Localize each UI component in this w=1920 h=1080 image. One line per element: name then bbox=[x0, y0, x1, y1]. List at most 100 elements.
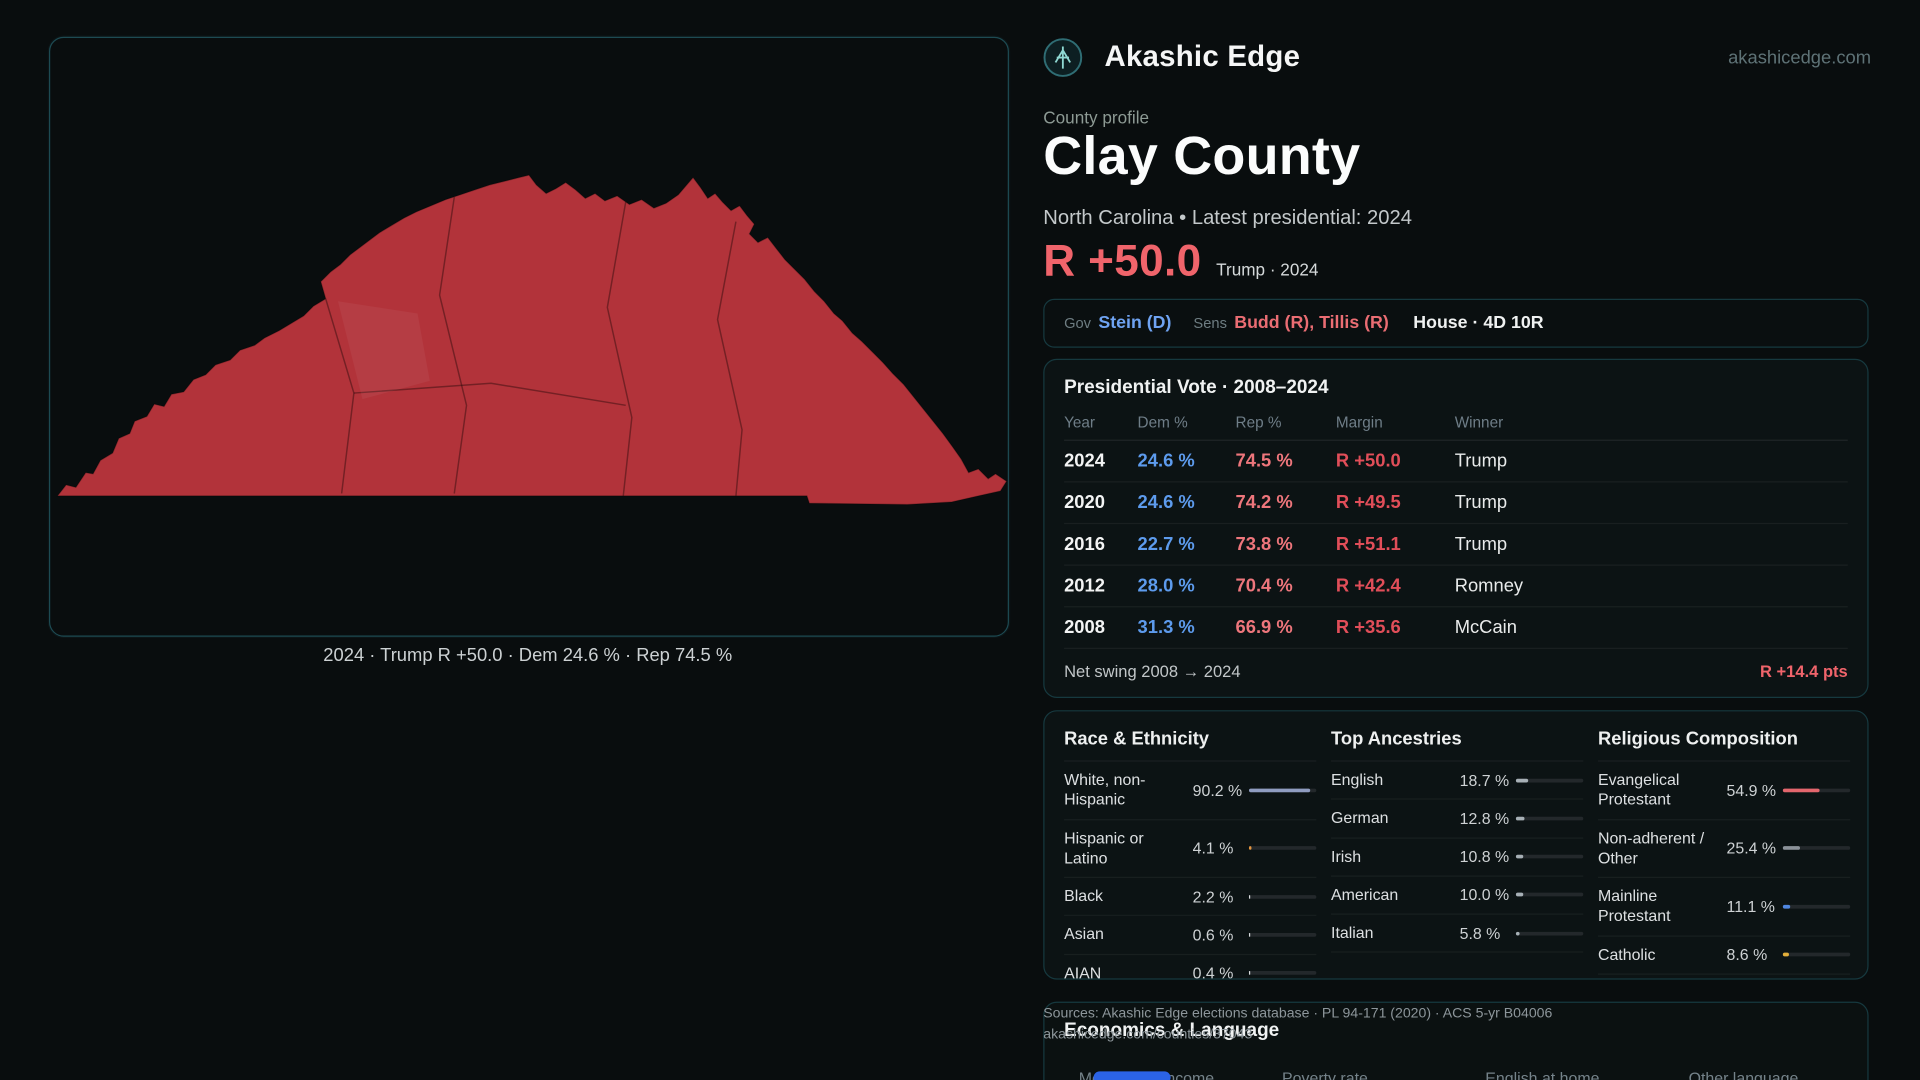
cell-year: 2020 bbox=[1064, 492, 1105, 514]
stat-value: 4.1 % bbox=[1192, 839, 1234, 858]
presidential-title: Presidential Vote · 2008–2024 bbox=[1064, 377, 1329, 398]
county-map-panel bbox=[48, 36, 1009, 637]
stat-value: 25.4 % bbox=[1726, 839, 1777, 858]
cell-dem: 24.6 % bbox=[1137, 492, 1195, 514]
county-map[interactable] bbox=[50, 38, 1008, 636]
col-dem: Dem % bbox=[1137, 413, 1188, 432]
stat-row: White, non-Hispanic 90.2 % bbox=[1064, 762, 1317, 820]
county-subtitle: North Carolina • Latest presidential: 20… bbox=[1043, 206, 1412, 229]
table-row: 2008 31.3 % 66.9 % R +35.6 McCain bbox=[1064, 607, 1848, 649]
stat-row: Italian 5.8 % bbox=[1331, 915, 1584, 953]
col-english-home: English at home bbox=[1485, 1068, 1600, 1080]
cell-rep: 74.2 % bbox=[1235, 492, 1293, 514]
stat-value: 18.7 % bbox=[1459, 770, 1510, 790]
stat-row: American 10.0 % bbox=[1331, 876, 1584, 915]
stat-label: American bbox=[1331, 885, 1399, 904]
margin-note: Trump · 2024 bbox=[1216, 259, 1319, 280]
stat-label: German bbox=[1331, 808, 1389, 827]
stat-bar bbox=[1782, 904, 1851, 909]
stat-label: Non-adherent / Other bbox=[1597, 828, 1705, 867]
county-shape bbox=[56, 174, 1008, 506]
stat-row: Black 2.2 % bbox=[1064, 878, 1317, 917]
stat-bar bbox=[1248, 971, 1317, 975]
cell-winner: McCain bbox=[1454, 617, 1517, 638]
stat-bar bbox=[1515, 893, 1584, 897]
stat-bar bbox=[1515, 931, 1584, 936]
col-margin: Margin bbox=[1335, 413, 1383, 432]
cell-dem: 31.3 % bbox=[1137, 617, 1195, 638]
sens-label: Sens bbox=[1193, 314, 1227, 332]
stat-label: Catholic bbox=[1597, 944, 1656, 964]
stat-value: 2.2 % bbox=[1192, 887, 1234, 906]
stat-bar bbox=[1515, 778, 1584, 782]
stat-row: German 12.8 % bbox=[1331, 800, 1584, 839]
stat-bar bbox=[1248, 894, 1317, 899]
table-row: 2024 24.6 % 74.5 % R +50.0 Trump bbox=[1064, 441, 1848, 483]
stat-row: Non-adherent / Other 25.4 % bbox=[1597, 820, 1851, 878]
cell-year: 2012 bbox=[1064, 575, 1105, 597]
stat-value: 12.8 % bbox=[1459, 809, 1510, 828]
profile-column: Akashic Edge akashicedge.com County prof… bbox=[1043, 0, 1871, 1080]
ancestry-column: Top Ancestries English 18.7 % German 12.… bbox=[1331, 729, 1584, 979]
economics-header: Median HH income Poverty rate English at… bbox=[1064, 1069, 1848, 1080]
race-title: Race & Ethnicity bbox=[1064, 729, 1317, 762]
table-row: 2012 28.0 % 70.4 % R +42.4 Romney bbox=[1064, 566, 1848, 608]
precinct-lines bbox=[325, 197, 743, 496]
map-caption: 2024 · Trump R +50.0 · Dem 24.6 % · Rep … bbox=[323, 645, 733, 667]
stat-row: Hispanic or Latino 4.1 % bbox=[1064, 820, 1317, 878]
stat-bar bbox=[1782, 952, 1851, 957]
stat-label: Asian bbox=[1064, 924, 1104, 944]
cell-winner: Trump bbox=[1454, 492, 1508, 514]
cell-rep: 74.5 % bbox=[1235, 450, 1293, 472]
stat-label: Irish bbox=[1331, 846, 1362, 866]
stat-row: Evangelical Protestant 54.9 % bbox=[1597, 762, 1851, 820]
stat-label: English bbox=[1331, 770, 1384, 789]
cell-rep: 66.9 % bbox=[1235, 617, 1293, 638]
brand-logo-icon bbox=[1043, 38, 1083, 77]
religion-title: Religious Composition bbox=[1597, 729, 1851, 762]
presidential-panel: Presidential Vote · 2008–2024 Year Dem %… bbox=[1043, 358, 1869, 698]
stat-value: 5.8 % bbox=[1459, 924, 1501, 943]
stat-row: AIAN 0.4 % bbox=[1064, 954, 1317, 980]
cell-year: 2016 bbox=[1064, 533, 1105, 555]
cell-winner: Romney bbox=[1454, 575, 1524, 597]
cell-rep: 73.8 % bbox=[1235, 533, 1293, 555]
stat-row: English 18.7 % bbox=[1331, 762, 1584, 800]
stat-value: 90.2 % bbox=[1192, 780, 1243, 800]
stat-value: 8.6 % bbox=[1726, 945, 1768, 964]
stat-label: AIAN bbox=[1064, 963, 1102, 980]
ancestry-title: Top Ancestries bbox=[1331, 729, 1584, 762]
stat-value: 54.9 % bbox=[1726, 780, 1777, 800]
table-row: 2020 24.6 % 74.2 % R +49.5 Trump bbox=[1064, 482, 1848, 525]
page-title: Clay County bbox=[1043, 126, 1361, 187]
precinct-highlight bbox=[337, 301, 430, 400]
stat-label: Mainline Protestant bbox=[1597, 886, 1671, 925]
cell-margin: R +42.4 bbox=[1335, 575, 1401, 597]
col-rep: Rep % bbox=[1235, 413, 1282, 432]
stat-bar bbox=[1248, 788, 1317, 792]
sources-url: akashicedge.com/counties/37043 bbox=[1043, 1027, 1253, 1043]
site-domain-link[interactable]: akashicedge.com bbox=[1728, 47, 1872, 68]
site-header: Akashic Edge akashicedge.com bbox=[1043, 37, 1871, 79]
stat-row: Catholic 8.6 % bbox=[1597, 936, 1851, 975]
cell-dem: 28.0 % bbox=[1137, 575, 1195, 597]
stat-row: Mainline Protestant 11.1 % bbox=[1597, 878, 1851, 937]
religion-column: Religious Composition Evangelical Protes… bbox=[1597, 729, 1851, 979]
economics-title: Economics & Language bbox=[1064, 1020, 1280, 1041]
stat-bar bbox=[1515, 816, 1584, 821]
swing-value: R +14.4 pts bbox=[1759, 662, 1848, 681]
scroll-thumb[interactable] bbox=[1093, 1071, 1171, 1080]
cell-dem: 24.6 % bbox=[1137, 450, 1195, 472]
race-column: Race & Ethnicity White, non-Hispanic 90.… bbox=[1064, 729, 1317, 980]
cell-margin: R +35.6 bbox=[1335, 617, 1401, 638]
stat-label: White, non-Hispanic bbox=[1064, 770, 1146, 809]
stat-bar bbox=[1515, 854, 1584, 859]
stat-value: 10.0 % bbox=[1459, 885, 1510, 905]
col-winner: Winner bbox=[1454, 413, 1504, 432]
brand-name: Akashic Edge bbox=[1104, 40, 1301, 74]
headline-margin: R +50.0 Trump · 2024 bbox=[1043, 235, 1318, 286]
stat-bar bbox=[1782, 788, 1851, 792]
col-year: Year bbox=[1064, 413, 1096, 432]
stat-value: 11.1 % bbox=[1726, 897, 1775, 916]
